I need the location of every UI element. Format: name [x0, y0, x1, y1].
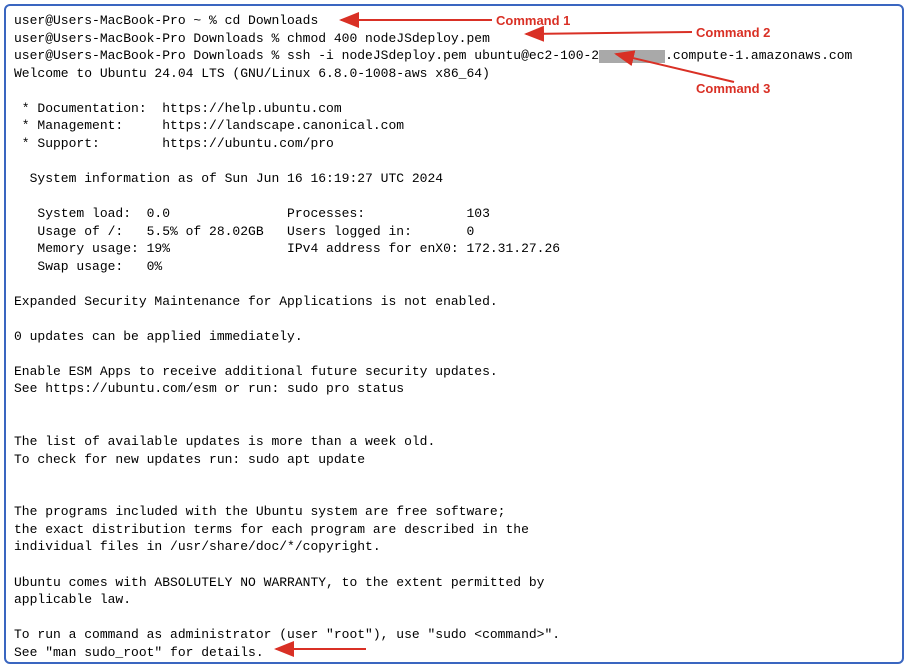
blank	[14, 661, 894, 664]
cmd-1-text: cd Downloads	[225, 13, 319, 28]
cmd-2-text: chmod 400 nodeJSdeploy.pem	[287, 31, 490, 46]
cmd-line-3: user@Users-MacBook-Pro Downloads % ssh -…	[14, 47, 894, 65]
blank	[14, 82, 894, 100]
cmd-3-text-a: ssh -i nodeJSdeploy.pem ubuntu@ec2-100-2	[287, 48, 599, 63]
blank	[14, 398, 894, 416]
redact-ssh-host	[599, 50, 665, 63]
updates-old-1: The list of available updates is more th…	[14, 433, 894, 451]
blank	[14, 310, 894, 328]
blank	[14, 609, 894, 627]
sysinfo-2: Usage of /: 5.5% of 28.02GB Users logged…	[14, 223, 894, 241]
blank	[14, 275, 894, 293]
sudo-2: See "man sudo_root" for details.	[14, 644, 894, 662]
blank	[14, 187, 894, 205]
warranty-1: Ubuntu comes with ABSOLUTELY NO WARRANTY…	[14, 574, 894, 592]
sysinfo-3: Memory usage: 19% IPv4 address for enX0:…	[14, 240, 894, 258]
blank	[14, 486, 894, 504]
blank	[14, 345, 894, 363]
prompt-3: user@Users-MacBook-Pro Downloads %	[14, 48, 287, 63]
updates-old-2: To check for new updates run: sudo apt u…	[14, 451, 894, 469]
blank	[14, 416, 894, 434]
esm-line: Expanded Security Maintenance for Applic…	[14, 293, 894, 311]
sudo-1: To run a command as administrator (user …	[14, 626, 894, 644]
esm-enable-2: See https://ubuntu.com/esm or run: sudo …	[14, 380, 894, 398]
free-sw-1: The programs included with the Ubuntu sy…	[14, 503, 894, 521]
support-link: * Support: https://ubuntu.com/pro	[14, 135, 894, 153]
welcome-line: Welcome to Ubuntu 24.04 LTS (GNU/Linux 6…	[14, 65, 894, 83]
blank	[14, 556, 894, 574]
sysinfo-header: System information as of Sun Jun 16 16:1…	[14, 170, 894, 188]
cmd-line-2: user@Users-MacBook-Pro Downloads % chmod…	[14, 30, 894, 48]
free-sw-3: individual files in /usr/share/doc/*/cop…	[14, 538, 894, 556]
esm-enable-1: Enable ESM Apps to receive additional fu…	[14, 363, 894, 381]
blank	[14, 468, 894, 486]
warranty-2: applicable law.	[14, 591, 894, 609]
terminal-window[interactable]: user@Users-MacBook-Pro ~ % cd Downloads …	[4, 4, 904, 664]
updates-line: 0 updates can be applied immediately.	[14, 328, 894, 346]
cmd-line-1: user@Users-MacBook-Pro ~ % cd Downloads	[14, 12, 894, 30]
sysinfo-1: System load: 0.0 Processes: 103	[14, 205, 894, 223]
prompt-1: user@Users-MacBook-Pro ~ %	[14, 13, 225, 28]
sysinfo-4: Swap usage: 0%	[14, 258, 894, 276]
cmd-3-text-b: .compute-1.amazonaws.com	[665, 48, 852, 63]
blank	[14, 152, 894, 170]
free-sw-2: the exact distribution terms for each pr…	[14, 521, 894, 539]
prompt-2: user@Users-MacBook-Pro Downloads %	[14, 31, 287, 46]
mgmt-link: * Management: https://landscape.canonica…	[14, 117, 894, 135]
doc-link: * Documentation: https://help.ubuntu.com	[14, 100, 894, 118]
